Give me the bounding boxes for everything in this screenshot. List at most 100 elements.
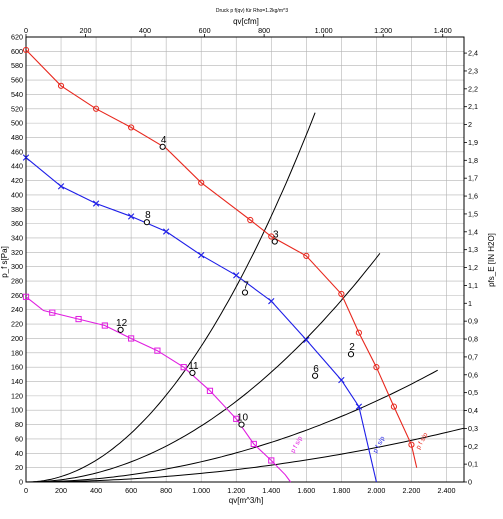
y-tick-label: 420 <box>11 176 23 185</box>
y-tick-label: 60 <box>15 434 23 443</box>
y-tick-label: 540 <box>11 90 23 99</box>
y2-tick-label: 1,2 <box>468 263 478 272</box>
operating-point-marker <box>238 421 245 428</box>
x-tick-label: 600 <box>125 486 137 495</box>
data-point-circle <box>198 179 205 186</box>
data-point-circle <box>22 46 30 54</box>
y-tick-label: 0 <box>19 478 23 487</box>
data-point-square <box>250 440 257 448</box>
y2-tick-label: 0,2 <box>468 442 478 451</box>
data-point-circle <box>128 124 135 131</box>
data-point-x <box>233 272 240 279</box>
x-tick-label: 200 <box>55 486 67 495</box>
y-tick-label: 200 <box>11 334 23 343</box>
fan-curve-line <box>25 157 377 483</box>
x-tick-label: 1.800 <box>332 486 350 495</box>
x-tick-label: 2.000 <box>367 486 385 495</box>
y-tick-label: 80 <box>15 420 23 429</box>
y-tick-label: 120 <box>11 391 23 400</box>
data-point-x <box>22 154 30 161</box>
x-tick-label: 0 <box>24 486 28 495</box>
y2-tick-label: 2,3 <box>468 66 478 75</box>
x-tick-label: 1.200 <box>227 486 245 495</box>
y2-tick-label: 0,5 <box>468 388 478 397</box>
y-tick-label: 240 <box>11 305 23 314</box>
x-tick-label: 2.400 <box>437 486 455 495</box>
data-point-square <box>206 387 214 394</box>
y2-tick-label: 1 <box>468 299 472 308</box>
x2-tick-label: 600 <box>199 26 211 35</box>
y-tick-label: 580 <box>11 61 23 70</box>
x2-tick-label: 400 <box>139 26 151 35</box>
operating-point-marker <box>311 372 319 379</box>
y2-tick-label: 1,1 <box>468 281 478 290</box>
x-tick-label: 1.000 <box>192 486 210 495</box>
data-point-circle <box>247 216 254 224</box>
y-tick-label: 360 <box>11 219 23 228</box>
y-tick-label: 380 <box>11 205 23 214</box>
y2-tick-label: 0,9 <box>468 317 478 326</box>
x-axis-label: qv[m^3/h] <box>229 496 263 505</box>
y2-tick-label: 0,6 <box>468 370 478 379</box>
y-axis-label: p_f s[Pa] <box>0 246 9 278</box>
data-point-x <box>162 228 170 235</box>
data-point-x <box>198 252 205 259</box>
data-point-x <box>92 200 100 207</box>
fan-curve-line <box>25 49 418 468</box>
y2-axis-label: pfs_E [IN H2O] <box>487 233 496 287</box>
y2-tick-label: 0,8 <box>468 335 478 344</box>
data-point-x <box>57 183 65 190</box>
operating-point-label: 6 <box>313 364 319 375</box>
operating-point-marker <box>159 143 166 150</box>
x2-tick-label: 0 <box>24 26 28 35</box>
operating-point-label: 12 <box>116 318 128 329</box>
chart-title: Druck p f(qv) für Rho=1.2kg/m^3 <box>216 8 288 14</box>
y2-tick-label: 2,4 <box>468 49 478 58</box>
y-tick-label: 260 <box>11 291 23 300</box>
data-point-square <box>75 315 82 323</box>
y-tick-label: 20 <box>15 463 23 472</box>
data-point-square <box>49 309 56 316</box>
operating-points: 2 3 4 6 7 8 10 11 12 <box>116 135 355 428</box>
y2-tick-label: 2 <box>468 120 472 129</box>
operating-point-marker <box>143 219 150 226</box>
data-point-circle <box>92 105 100 112</box>
tick-labels: 0204060801001201401601802002202402602803… <box>11 26 478 495</box>
y-tick-label: 500 <box>11 119 23 128</box>
data-point-square <box>154 347 161 354</box>
operating-point-label: 4 <box>161 135 167 146</box>
y2-tick-label: 1,4 <box>468 227 478 236</box>
operating-point-label: 3 <box>273 230 279 241</box>
data-point-x <box>268 297 275 305</box>
y-tick-label: 520 <box>11 104 23 113</box>
y-tick-label: 620 <box>11 33 23 42</box>
system-curve <box>26 369 438 483</box>
data-point-x <box>127 213 135 220</box>
fan-curves <box>22 46 418 483</box>
operating-point-marker <box>347 351 355 358</box>
y-tick-label: 560 <box>11 76 23 85</box>
y2-tick-label: 1,3 <box>468 245 478 254</box>
y2-tick-label: 2,1 <box>468 102 478 111</box>
data-point-circle <box>57 82 65 89</box>
y2-tick-label: 2,2 <box>468 84 478 93</box>
y2-tick-label: 1,9 <box>468 138 478 147</box>
data-point-circle <box>355 329 362 336</box>
operating-point-label: 10 <box>237 413 249 424</box>
data-point-x <box>303 336 310 344</box>
y-tick-label: 280 <box>11 277 23 286</box>
y2-tick-label: 1,5 <box>468 209 478 218</box>
y-tick-label: 440 <box>11 162 23 171</box>
x2-axis-label: qv[cfm] <box>233 17 259 26</box>
x-tick-label: 1.400 <box>262 486 280 495</box>
y2-tick-label: 0,1 <box>468 460 478 469</box>
y-tick-label: 40 <box>15 449 23 458</box>
system-curves <box>25 112 465 483</box>
y-tick-label: 400 <box>11 190 23 199</box>
y-tick-label: 480 <box>11 133 23 142</box>
y-tick-label: 320 <box>11 248 23 257</box>
y2-tick-label: 1,7 <box>468 174 478 183</box>
y-tick-label: 100 <box>11 406 23 415</box>
data-point-circle <box>373 364 380 371</box>
